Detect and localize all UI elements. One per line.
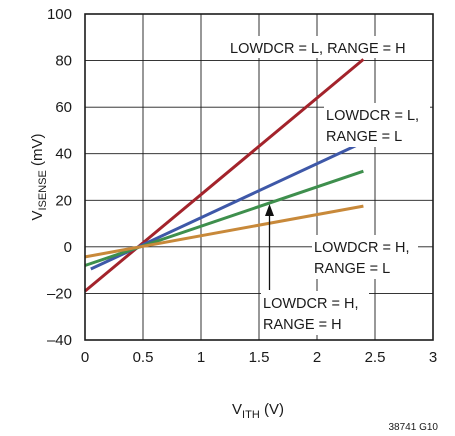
y-tick-label: –20	[47, 285, 72, 302]
annotation-blue: LOWDCR = L, RANGE = L	[324, 103, 430, 147]
x-tick-label: 2.5	[365, 349, 386, 366]
annotation-green-line2: RANGE = H	[263, 317, 342, 333]
annotation-green-line1: LOWDCR = H,	[263, 296, 358, 312]
plot-border	[84, 13, 434, 341]
grid	[84, 13, 434, 341]
plot-frame	[84, 13, 434, 341]
tick-labels: 0 0.5 1 1.5 2 2.5 3 –40 –20 0 20 40 60 80 100	[47, 6, 437, 366]
x-tick-label: 1	[197, 349, 205, 366]
x-tick-label: 1.5	[249, 349, 270, 366]
y-tick-label: 100	[47, 6, 72, 23]
figure-code: 38741 G10	[389, 422, 439, 433]
series-line-0	[84, 58, 365, 293]
y-tick-label: –40	[47, 332, 72, 349]
x-tick-label: 0.5	[133, 349, 154, 366]
annotation-blue-line2: RANGE = L	[326, 129, 402, 145]
x-tick-label: 2	[313, 349, 321, 366]
annotation-blue-line1: LOWDCR = L,	[326, 108, 419, 124]
x-tick-label: 0	[81, 349, 89, 366]
series-line-3	[84, 204, 364, 259]
y-tick-label: 20	[55, 192, 72, 209]
x-axis-title: VITH (V)	[232, 401, 284, 421]
x-tick-label: 3	[429, 349, 437, 366]
annotation-red-line1: LOWDCR = L, RANGE = H	[230, 41, 406, 57]
y-tick-label: 0	[64, 239, 72, 256]
annotation-orange-line1: LOWDCR = H,	[314, 240, 409, 256]
y-tick-label: 80	[55, 53, 72, 70]
annotation-red: LOWDCR = L, RANGE = H	[228, 36, 424, 58]
annotation-orange-line2: RANGE = L	[314, 261, 390, 277]
annotation-green: LOWDCR = H, RANGE = H	[261, 204, 369, 335]
annotation-arrow-head	[265, 204, 274, 216]
series-lines	[84, 58, 365, 293]
annotation-orange: LOWDCR = H, RANGE = L	[312, 235, 418, 279]
y-axis-title: VISENSE (mV)	[29, 133, 49, 220]
y-tick-label: 60	[55, 99, 72, 116]
y-tick-label: 40	[55, 146, 72, 163]
